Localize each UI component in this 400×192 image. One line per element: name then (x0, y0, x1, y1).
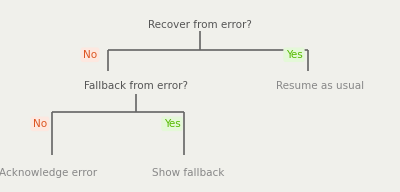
Text: Yes: Yes (286, 50, 302, 60)
Text: Resume as usual: Resume as usual (276, 81, 364, 91)
Text: Fallback from error?: Fallback from error? (84, 81, 188, 91)
Text: No: No (83, 50, 97, 60)
Text: No: No (33, 119, 47, 129)
Text: Acknowledge error: Acknowledge error (0, 168, 97, 178)
Text: Yes: Yes (164, 119, 180, 129)
Text: Recover from error?: Recover from error? (148, 20, 252, 30)
Text: Show fallback: Show fallback (152, 168, 224, 178)
